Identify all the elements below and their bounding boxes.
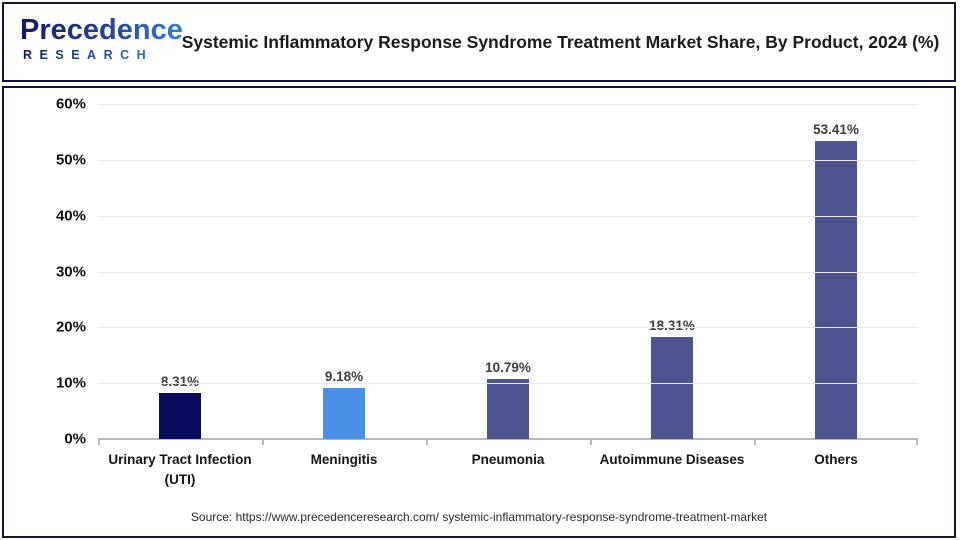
bar-slot: 53.41% [754,104,918,439]
bar[interactable] [487,378,529,439]
bar-value-label: 8.31% [160,373,200,389]
bar-slot: 8.31% [98,104,262,439]
x-axis-category-label: Autoimmune Diseases [599,452,745,467]
bar-slot: 9.18% [262,104,426,439]
x-axis-tick [590,439,592,445]
x-axis-tick [262,439,264,445]
gridline-30 [98,271,918,273]
bar-value-label: 53.41% [813,121,859,137]
x-axis-line [98,438,918,440]
logo-subtitle: RESEARCH [20,49,183,62]
y-tick-label: 30% [55,263,86,280]
x-axis-category-label: Others [814,452,858,467]
y-tick-label: 10% [55,374,86,392]
y-tick-label: 50% [55,151,86,169]
y-tick-label: 60% [55,95,86,113]
bar-value-label: 18.31% [649,317,695,333]
source-text: Source: https://www.precedenceresearch.c… [190,510,768,524]
bar-slot: 10.79% [426,104,590,439]
x-axis-tick [916,439,918,445]
bar[interactable] [159,392,201,439]
x-axis-category-label: Pneumonia [471,452,545,467]
x-axis-labels: Urinary Tract Infection (UTI) Meningitis P… [98,450,918,491]
header: Precedence RESEARCH Systemic Inflammator… [2,2,956,82]
bars-row: 8.31% 9.18% 10.79% 18.31% 53.41% [98,104,918,439]
y-tick-label: 0% [64,430,86,448]
x-axis-tick [754,439,756,445]
x-axis-category-label: Urinary Tract Infection (UTI) [108,452,252,488]
gridline-40 [98,215,918,217]
precedence-logo: Precedence RESEARCH [20,16,183,62]
chart-area: 8.31% 9.18% 10.79% 18.31% 53.41% 0% 10% 20% 30%… [2,86,956,538]
bar[interactable] [323,387,365,439]
bar-value-label: 10.79% [485,359,531,375]
gridline-50 [98,159,918,161]
bar-value-label: 9.18% [324,368,364,384]
bar[interactable] [651,336,693,439]
gridline-10 [98,383,918,385]
chart-title: Systemic Inflammatory Response Syndrome … [181,32,940,52]
gridline-20 [98,327,918,329]
gridline-60 [98,104,918,105]
logo-wordmark: Precedence [20,14,183,46]
plot-area: 8.31% 9.18% 10.79% 18.31% 53.41% 0% 10% 20% 30%… [56,96,918,448]
bar-slot: 18.31% [590,104,754,439]
y-tick-label: 40% [55,207,86,225]
x-axis-tick [426,439,428,445]
bar[interactable] [815,140,857,439]
y-tick-label: 20% [55,318,86,336]
x-axis-tick [98,439,100,445]
x-axis-category-label: Meningitis [310,452,378,467]
